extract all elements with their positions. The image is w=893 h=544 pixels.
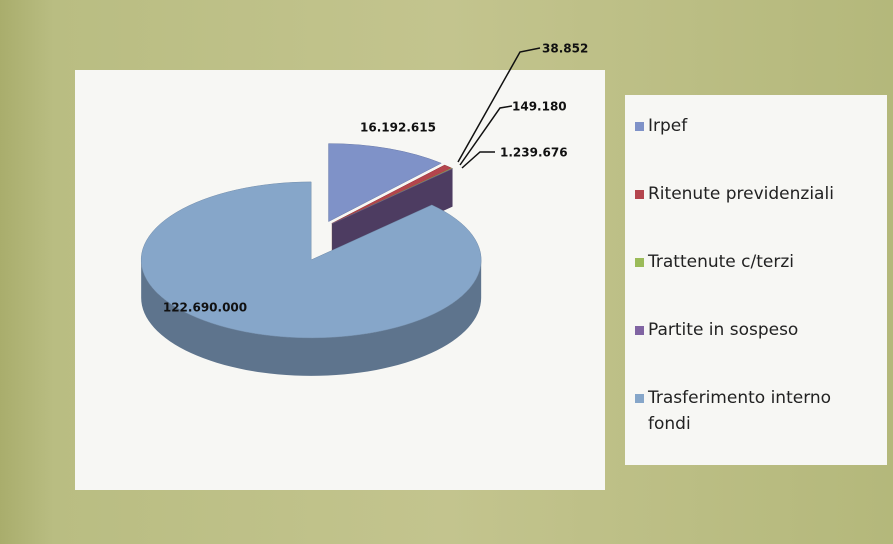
slice bbox=[140, 181, 482, 339]
legend-label: Partite in sospeso bbox=[648, 320, 799, 340]
legend-label: Trasferimento interno fondi bbox=[648, 388, 832, 434]
data-label: 149.180 bbox=[512, 100, 567, 114]
legend-label: Trattenute c/terzi bbox=[648, 252, 794, 272]
pie-tops bbox=[140, 143, 482, 339]
legend-swatch bbox=[635, 122, 644, 131]
legend-entry: Irpef bbox=[635, 113, 879, 139]
legend-entry: Trattenute c/terzi bbox=[635, 249, 879, 275]
legend-swatch bbox=[635, 326, 644, 335]
leader-lines bbox=[457, 47, 541, 169]
legend-swatch bbox=[635, 394, 644, 403]
legend-entry: Trasferimento interno fondi bbox=[635, 385, 879, 437]
leader-line bbox=[457, 47, 541, 163]
legend: Irpef Ritenute previdenziali Trattenute c/… bbox=[625, 95, 887, 465]
legend-swatch bbox=[635, 190, 644, 199]
slice bbox=[331, 164, 453, 224]
legend-swatch bbox=[635, 258, 644, 267]
legend-label: Ritenute previdenziali bbox=[648, 184, 834, 204]
slice bbox=[328, 143, 442, 222]
legend-label: Irpef bbox=[648, 116, 688, 136]
legend-entry: Partite in sospeso bbox=[635, 317, 879, 343]
leader-line bbox=[461, 151, 495, 169]
data-label: 122.690.000 bbox=[163, 301, 247, 315]
data-label: 16.192.615 bbox=[360, 121, 436, 135]
slice bbox=[331, 168, 454, 224]
leader-line bbox=[459, 105, 513, 166]
data-label: 1.239.676 bbox=[500, 146, 568, 160]
data-label: 38.852 bbox=[542, 42, 588, 56]
legend-entry: Ritenute previdenziali bbox=[635, 181, 879, 207]
slice-side bbox=[141, 259, 482, 376]
